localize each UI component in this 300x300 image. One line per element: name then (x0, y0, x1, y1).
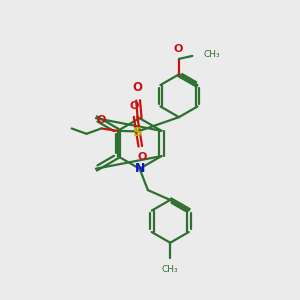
Text: CH₃: CH₃ (162, 265, 178, 274)
Text: O: O (129, 100, 139, 111)
Text: S: S (133, 125, 143, 139)
Text: N: N (135, 162, 146, 175)
Text: O: O (133, 81, 142, 94)
Text: O: O (96, 115, 106, 125)
Text: CH₃: CH₃ (204, 50, 220, 59)
Text: O: O (174, 44, 183, 54)
Text: O: O (137, 152, 146, 162)
